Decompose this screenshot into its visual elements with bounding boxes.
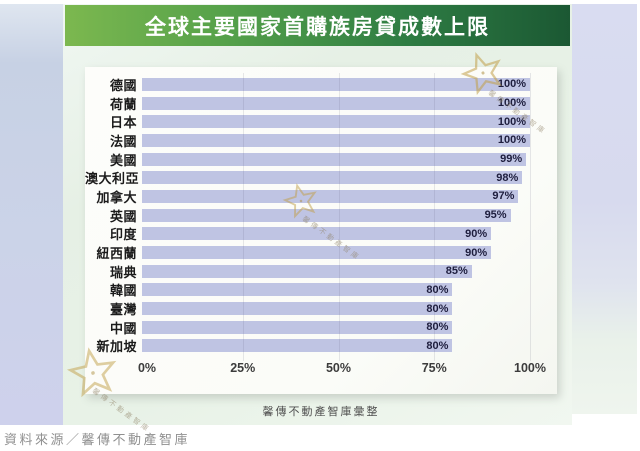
bar: 100% <box>142 77 530 91</box>
bar-value-label: 80% <box>426 302 449 315</box>
bar-track: 90% <box>142 227 530 241</box>
bar: 80% <box>142 283 453 297</box>
bar: 80% <box>142 320 453 334</box>
bar: 100% <box>142 115 530 129</box>
bar-value-label: 90% <box>465 246 488 259</box>
bar: 80% <box>142 339 453 353</box>
chart-rows: 德國 100% 荷蘭 100% 日本 100% 法國 100% 美國 99% 澳大利亞 98% 加拿大 9… <box>85 75 530 355</box>
bar: 98% <box>142 171 523 185</box>
chart-row: 印度 90% <box>85 225 530 244</box>
country-label: 瑞典 <box>109 264 137 280</box>
chart-row: 日本 100% <box>85 112 530 131</box>
country-label: 加拿大 <box>96 189 137 205</box>
left-background-band <box>0 4 63 425</box>
x-tick-label: 100% <box>514 361 546 375</box>
bar-value-label: 85% <box>445 265 468 278</box>
bar-value-label: 100% <box>497 115 526 128</box>
chart-row: 英國 95% <box>85 206 530 225</box>
chart-card: 德國 100% 荷蘭 100% 日本 100% 法國 100% 美國 99% 澳大利亞 98% 加拿大 9… <box>85 67 557 394</box>
x-tick-label: 75% <box>421 361 447 375</box>
x-tick-label: 50% <box>325 361 352 375</box>
bar-track: 85% <box>142 264 530 278</box>
bar: 85% <box>142 264 472 278</box>
country-label: 韓國 <box>109 283 137 299</box>
bar-value-label: 100% <box>497 97 526 110</box>
bar-track: 100% <box>142 133 530 147</box>
x-tick-label: 25% <box>230 361 256 375</box>
bar: 80% <box>142 302 453 316</box>
bar-track: 90% <box>142 246 530 260</box>
bar-track: 80% <box>142 283 530 297</box>
bar: 97% <box>142 189 519 203</box>
bar-track: 98% <box>142 171 530 185</box>
bar-track: 80% <box>142 339 530 353</box>
country-label: 日本 <box>109 115 137 131</box>
country-label: 澳大利亞 <box>85 171 140 187</box>
chart-row: 臺灣 80% <box>85 299 530 318</box>
x-axis: 0% 25% 50% 75% 100% <box>138 361 546 379</box>
bar-value-label: 90% <box>465 227 488 240</box>
bar-track: 95% <box>142 208 530 222</box>
country-label: 英國 <box>109 208 137 224</box>
title-banner: 全球主要國家首購族房貸成數上限 <box>65 5 570 46</box>
chart-row: 紐西蘭 90% <box>85 243 530 262</box>
bar-track: 99% <box>142 152 530 166</box>
bar: 90% <box>142 227 492 241</box>
bar-track: 100% <box>142 77 530 91</box>
bar-value-label: 80% <box>426 339 449 352</box>
chart-row: 法國 100% <box>85 131 530 150</box>
chart-row: 新加坡 80% <box>85 337 530 356</box>
country-label: 德國 <box>109 77 137 93</box>
bar-track: 80% <box>142 302 530 316</box>
x-tick-label: 0% <box>137 361 157 375</box>
news-graphic: 全球主要國家首購族房貸成數上限 德國 100% 荷蘭 100% 日本 100% 法國 100%… <box>0 4 640 434</box>
bar-value-label: 97% <box>492 190 515 203</box>
country-label: 紐西蘭 <box>96 246 137 262</box>
right-background-band <box>572 4 637 414</box>
country-label: 臺灣 <box>109 302 137 318</box>
chart-row: 美國 99% <box>85 150 530 169</box>
bar: 95% <box>142 208 511 222</box>
bar-value-label: 80% <box>426 283 449 296</box>
chart-row: 德國 100% <box>85 75 530 94</box>
country-label: 新加坡 <box>96 339 137 355</box>
bar-value-label: 95% <box>484 209 507 222</box>
chart-row: 中國 80% <box>85 318 530 337</box>
bar-track: 100% <box>142 96 530 110</box>
bar-value-label: 100% <box>497 78 526 91</box>
chart-row: 韓國 80% <box>85 281 530 300</box>
bar-track: 80% <box>142 320 530 334</box>
chart-row: 瑞典 85% <box>85 262 530 281</box>
chart-caption: 馨傳不動產智庫彙整 <box>262 406 380 418</box>
bar: 100% <box>142 96 530 110</box>
bar: 99% <box>142 152 527 166</box>
country-label: 荷蘭 <box>109 96 137 112</box>
bar-track: 100% <box>142 115 530 129</box>
bar-value-label: 100% <box>497 134 526 147</box>
country-label: 法國 <box>109 133 137 149</box>
gridline <box>530 73 531 361</box>
chart-row: 荷蘭 100% <box>85 94 530 113</box>
bar: 100% <box>142 133 530 147</box>
bar-value-label: 99% <box>500 153 523 166</box>
chart-row: 澳大利亞 98% <box>85 168 530 187</box>
country-label: 中國 <box>109 320 137 336</box>
bar-value-label: 98% <box>496 171 519 184</box>
bar-value-label: 80% <box>426 321 449 334</box>
source-credit: 資料來源／馨傳不動產智庫 <box>4 432 191 447</box>
bar-track: 97% <box>142 189 530 203</box>
bar: 90% <box>142 246 492 260</box>
country-label: 美國 <box>109 152 137 168</box>
chart-row: 加拿大 97% <box>85 187 530 206</box>
country-label: 印度 <box>109 227 137 243</box>
chart-title: 全球主要國家首購族房貸成數上限 <box>145 15 490 39</box>
